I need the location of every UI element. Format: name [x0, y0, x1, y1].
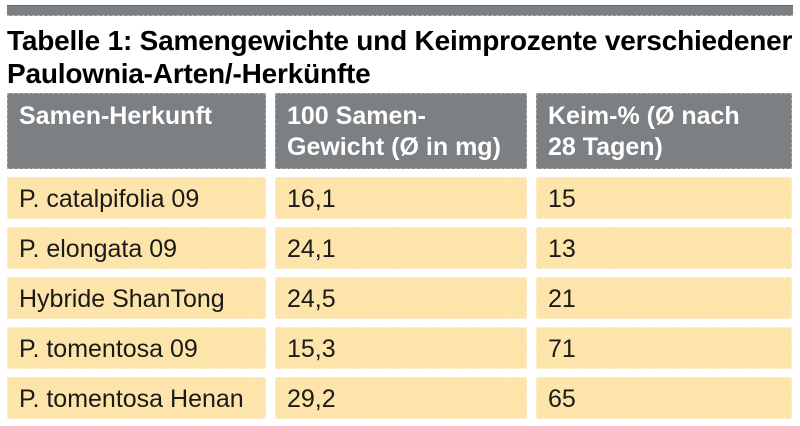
table-cell-herkunft: P. catalpifolia 09	[7, 177, 266, 219]
table-cell-herkunft: P. tomentosa Henan	[7, 377, 266, 419]
table-cell-gewicht: 15,3	[275, 327, 527, 369]
header-line: Samen-Herkunft	[19, 102, 213, 130]
column-header-keimprozent: Keim-% (Ø nach 28 Tagen)	[536, 93, 792, 169]
column-header-samengewicht: 100 Samen- Gewicht (Ø in mg)	[275, 93, 527, 169]
header-line: Keim-% (Ø nach	[548, 102, 740, 130]
caption-line-1: Tabelle 1: Samengewichte und Keimprozent…	[7, 25, 793, 56]
header-line: 28 Tagen)	[548, 133, 663, 161]
table-cell-keim: 21	[536, 277, 792, 319]
table-cell-gewicht: 24,5	[275, 277, 527, 319]
table-cell-keim: 15	[536, 177, 792, 219]
table-cell-gewicht: 16,1	[275, 177, 527, 219]
table-caption: Tabelle 1: Samengewichte und Keimprozent…	[7, 24, 793, 90]
table-cell-gewicht: 29,2	[275, 377, 527, 419]
table-figure: Tabelle 1: Samengewichte und Keimprozent…	[7, 5, 793, 419]
header-line: Gewicht (Ø in mg)	[287, 133, 501, 161]
table-cell-herkunft: Hybride ShanTong	[7, 277, 266, 319]
data-table: Samen-Herkunft 100 Samen- Gewicht (Ø in …	[7, 93, 793, 419]
table-cell-herkunft: P. tomentosa 09	[7, 327, 266, 369]
table-cell-herkunft: P. elongata 09	[7, 227, 266, 269]
top-rule-bar	[7, 5, 793, 16]
column-header-samen-herkunft: Samen-Herkunft	[7, 93, 266, 169]
table-cell-keim: 65	[536, 377, 792, 419]
table-cell-keim: 13	[536, 227, 792, 269]
header-line: 100 Samen-	[287, 102, 426, 130]
table-cell-keim: 71	[536, 327, 792, 369]
table-cell-gewicht: 24,1	[275, 227, 527, 269]
caption-line-2: Paulownia-Arten/-Herkünfte	[7, 58, 371, 89]
